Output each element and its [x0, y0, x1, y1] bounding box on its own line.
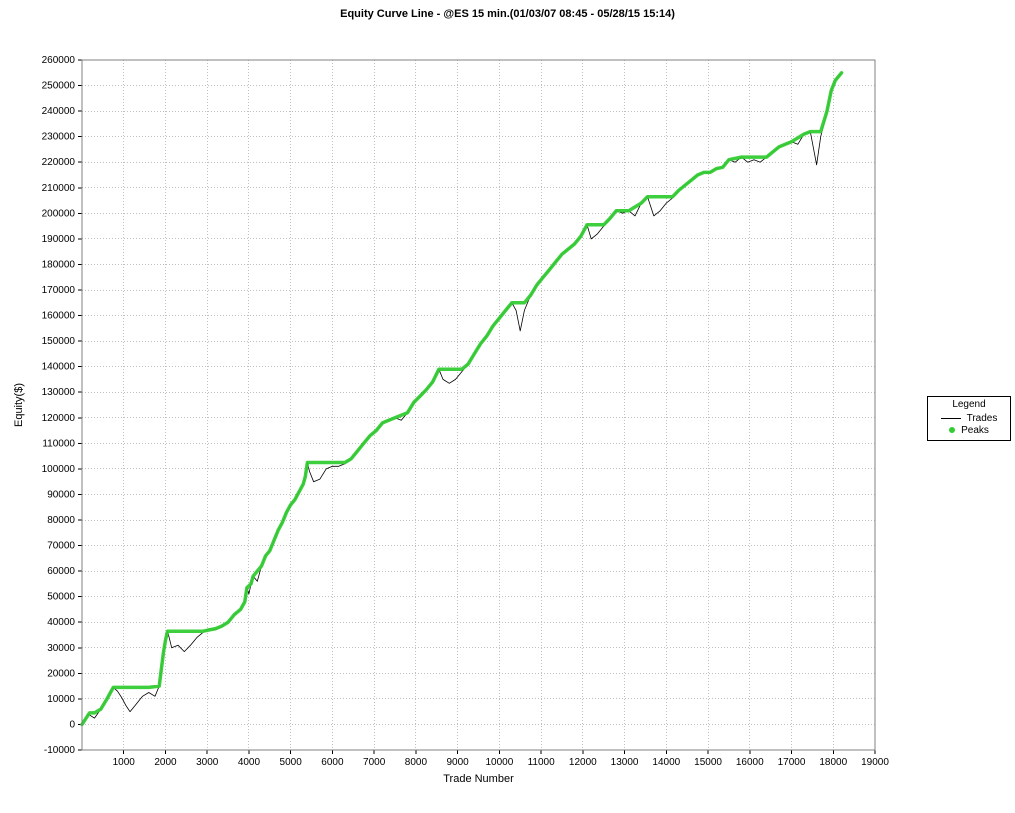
svg-text:14000: 14000 — [652, 757, 680, 768]
svg-text:70000: 70000 — [47, 541, 75, 552]
svg-text:120000: 120000 — [42, 413, 76, 424]
svg-text:4000: 4000 — [238, 757, 261, 768]
svg-text:250000: 250000 — [42, 81, 76, 92]
svg-text:100000: 100000 — [42, 464, 76, 475]
svg-text:260000: 260000 — [42, 55, 76, 66]
svg-text:6000: 6000 — [321, 757, 344, 768]
svg-text:240000: 240000 — [42, 106, 76, 117]
svg-text:210000: 210000 — [42, 183, 76, 194]
svg-text:0: 0 — [69, 719, 75, 730]
equity-chart-svg: -10000 0 10000 20000 30000 40000 50000 60000 700… — [0, 30, 900, 800]
page-root: Equity Curve Line - @ES 15 min.(01/03/07… — [0, 0, 1015, 813]
svg-text:-10000: -10000 — [44, 745, 76, 756]
svg-text:11000: 11000 — [528, 757, 556, 768]
svg-text:16000: 16000 — [736, 757, 764, 768]
svg-text:10000: 10000 — [485, 757, 513, 768]
svg-text:50000: 50000 — [47, 592, 75, 603]
legend: Legend Trades Peaks — [927, 396, 1011, 441]
svg-text:110000: 110000 — [42, 438, 75, 449]
legend-label-trades: Trades — [967, 413, 998, 424]
svg-text:7000: 7000 — [363, 757, 386, 768]
svg-text:Trade Number: Trade Number — [443, 773, 514, 785]
legend-item-peaks: Peaks — [932, 424, 1006, 436]
svg-text:80000: 80000 — [47, 515, 75, 526]
svg-text:170000: 170000 — [42, 285, 76, 296]
svg-text:8000: 8000 — [405, 757, 428, 768]
svg-text:160000: 160000 — [42, 311, 76, 322]
legend-title: Legend — [932, 399, 1006, 410]
svg-text:13000: 13000 — [611, 757, 639, 768]
svg-text:12000: 12000 — [569, 757, 597, 768]
svg-text:9000: 9000 — [447, 757, 470, 768]
legend-item-trades: Trades — [932, 412, 1006, 424]
legend-line-icon — [941, 418, 961, 419]
svg-text:130000: 130000 — [42, 387, 76, 398]
svg-text:140000: 140000 — [42, 362, 76, 373]
svg-text:200000: 200000 — [42, 208, 76, 219]
svg-text:18000: 18000 — [819, 757, 847, 768]
svg-text:2000: 2000 — [154, 757, 177, 768]
svg-text:Equity($): Equity($) — [13, 383, 25, 427]
svg-text:30000: 30000 — [47, 643, 75, 654]
svg-text:20000: 20000 — [47, 668, 75, 679]
svg-text:180000: 180000 — [42, 259, 76, 270]
svg-text:1000: 1000 — [113, 757, 136, 768]
chart-title: Equity Curve Line - @ES 15 min.(01/03/07… — [0, 8, 1015, 20]
svg-text:19000: 19000 — [861, 757, 889, 768]
svg-text:190000: 190000 — [42, 234, 76, 245]
svg-text:150000: 150000 — [42, 336, 76, 347]
svg-text:17000: 17000 — [778, 757, 806, 768]
svg-text:5000: 5000 — [280, 757, 303, 768]
legend-dot-icon — [949, 427, 955, 433]
legend-label-peaks: Peaks — [961, 425, 989, 436]
svg-text:40000: 40000 — [47, 617, 75, 628]
svg-text:230000: 230000 — [42, 132, 76, 143]
svg-text:60000: 60000 — [47, 566, 75, 577]
chart-area: -10000 0 10000 20000 30000 40000 50000 60000 700… — [0, 30, 900, 800]
svg-text:90000: 90000 — [47, 489, 75, 500]
svg-text:220000: 220000 — [42, 157, 76, 168]
svg-text:3000: 3000 — [196, 757, 219, 768]
svg-text:15000: 15000 — [694, 757, 722, 768]
svg-text:10000: 10000 — [47, 694, 75, 705]
